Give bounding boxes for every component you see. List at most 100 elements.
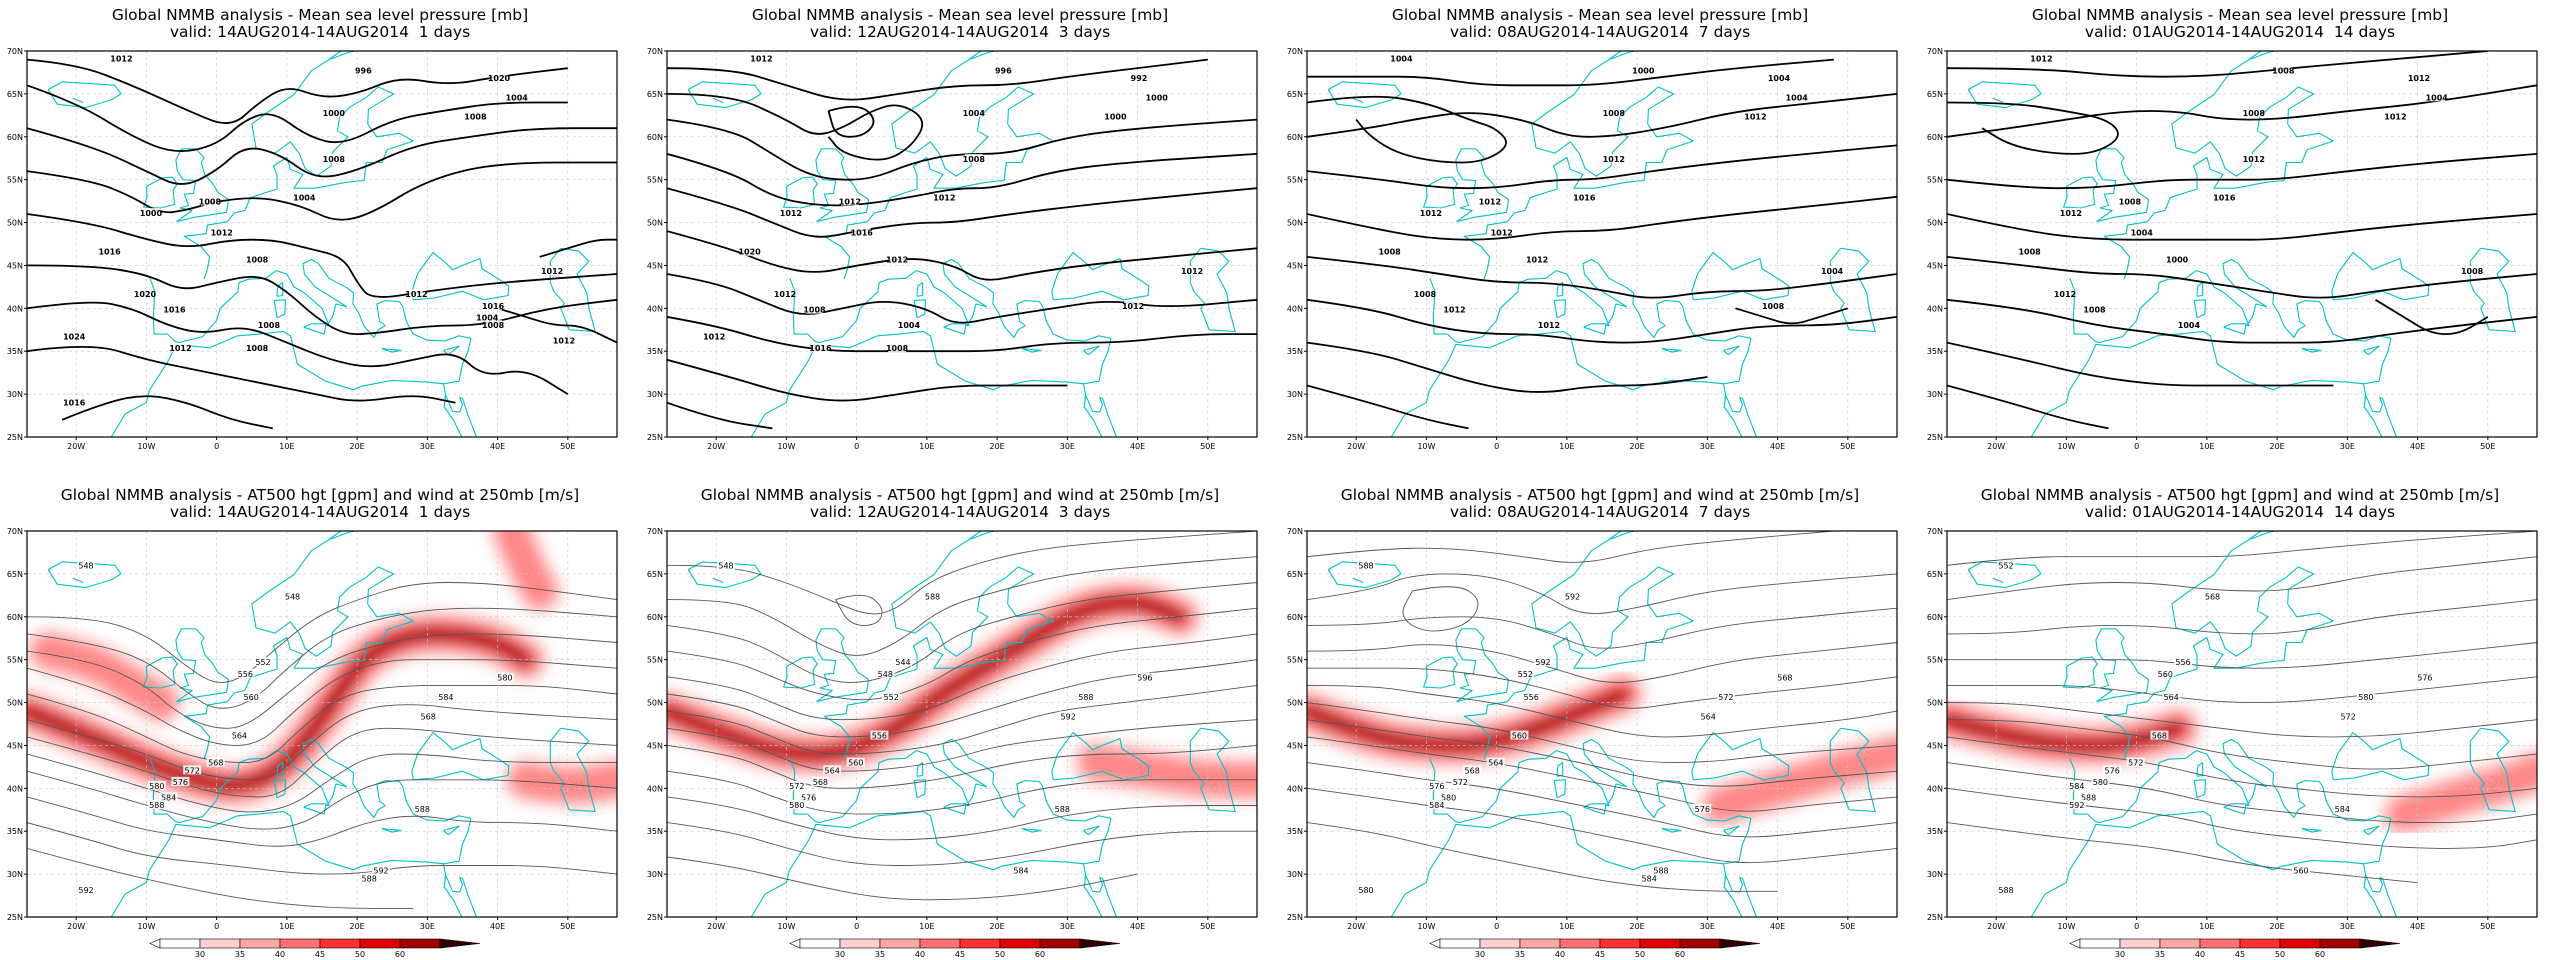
lon-tick-label: 0 xyxy=(1494,922,1499,931)
coastline xyxy=(276,282,284,297)
lat-tick-label: 70N xyxy=(7,527,23,536)
isobar xyxy=(667,58,1208,101)
height-contour xyxy=(27,727,617,798)
height-contour xyxy=(1307,787,1897,864)
lon-tick-label: 20W xyxy=(67,922,85,931)
contour-label-bg xyxy=(1775,672,1794,682)
contour-label-bg xyxy=(1640,873,1659,883)
lon-tick-label: 0 xyxy=(214,442,219,451)
lon-tick-label: 20E xyxy=(1630,442,1645,451)
coastline xyxy=(47,81,122,109)
height-contour xyxy=(27,607,617,709)
contour-label: 544 xyxy=(895,658,910,667)
contour-label: 1012 xyxy=(405,290,427,299)
height-contour xyxy=(27,659,617,746)
lat-tick-label: 40N xyxy=(1927,304,1943,313)
contour-label: 1012 xyxy=(780,209,802,218)
lat-tick-label: 55N xyxy=(7,176,23,185)
colorbar-min-arrow xyxy=(149,938,161,949)
isobar xyxy=(1947,213,2537,241)
contour-label: 1008 xyxy=(2119,198,2142,207)
panel-title: Global NMMB analysis - Mean sea level pr… xyxy=(2031,6,2449,24)
coastline xyxy=(1691,252,1790,301)
contour-label-bg xyxy=(1124,300,1143,310)
panel-z500-7days: Global NMMB analysis - AT500 hgt [gpm] a… xyxy=(1280,480,1920,960)
contour-label: 1012 xyxy=(1744,113,1766,122)
colorbar-swatch xyxy=(2119,938,2161,949)
contour-label-bg xyxy=(2126,757,2145,767)
colorbar-tick-label: 30 xyxy=(1475,950,1485,959)
lat-tick-label: 55N xyxy=(1287,176,1303,185)
coastline xyxy=(916,282,924,297)
colorbar-swatch xyxy=(1599,938,1641,949)
contour-label-bg xyxy=(259,320,278,330)
contour-label-bg xyxy=(923,591,942,601)
contour-label: 1000 xyxy=(323,109,346,118)
lat-tick-label: 65N xyxy=(647,90,663,99)
contour-label: 1004 xyxy=(506,93,529,102)
map-svg: 5485525565605645685725765805845885925485… xyxy=(7,527,618,959)
contour-label-bg xyxy=(490,73,508,83)
map-area: 1012 1008 1012 1004 1008 1012 1012 1016 1012 1008… xyxy=(1947,51,2537,437)
colorbar-min-arrow xyxy=(789,938,801,949)
coastline xyxy=(2196,282,2204,297)
height-contour xyxy=(27,770,617,830)
contour-label: 584 xyxy=(1429,801,1444,810)
colorbar-tick-label: 35 xyxy=(875,950,885,959)
coastline xyxy=(1556,762,1564,777)
contour-label: 1012 xyxy=(1181,267,1203,276)
contour-label-bg xyxy=(466,111,485,121)
contour-label-bg xyxy=(65,397,84,407)
lat-tick-label: 65N xyxy=(1287,90,1303,99)
contour-label: 556 xyxy=(1524,693,1539,702)
map-area: 5525485525565605645685725765805845885925… xyxy=(1307,531,1897,917)
lat-tick-label: 30N xyxy=(1927,390,1943,399)
height-contour xyxy=(1307,531,1834,563)
contour-label-bg xyxy=(2333,803,2352,813)
contour-label: 572 xyxy=(2128,759,2143,768)
contour-label-bg xyxy=(2168,254,2187,264)
lon-tick-label: 20E xyxy=(350,442,365,451)
height-contour xyxy=(667,607,1257,701)
coastline xyxy=(2063,176,2098,209)
colorbar-tick-label: 50 xyxy=(995,950,1005,959)
contour-label: 1020 xyxy=(488,74,511,83)
isobar xyxy=(667,401,773,430)
lat-tick-label: 60N xyxy=(647,133,663,142)
coastline xyxy=(2103,51,2355,280)
colorbar: 30 35 40 45 50 60 xyxy=(1429,938,1761,959)
colorbar-tick-label: 45 xyxy=(315,950,325,959)
contour-label: 1004 xyxy=(1768,74,1791,83)
contour-label: 1016 xyxy=(851,228,874,237)
isobar xyxy=(497,307,617,344)
coastline xyxy=(1051,732,1150,781)
colorbar-tick-label: 35 xyxy=(235,950,245,959)
coastline xyxy=(1829,727,1876,813)
coastline xyxy=(1661,348,1682,353)
coastline xyxy=(1967,561,2042,589)
lat-tick-label: 25N xyxy=(7,913,23,922)
contour-label: 1012 xyxy=(1526,255,1548,264)
coastline xyxy=(273,299,287,319)
contour-label: 548 xyxy=(78,562,93,571)
colorbar-tick-label: 30 xyxy=(835,950,845,959)
lat-tick-label: 70N xyxy=(1927,527,1943,536)
lat-tick-label: 25N xyxy=(1287,913,1303,922)
coastline xyxy=(411,252,510,301)
coastline xyxy=(687,81,762,109)
height-contour xyxy=(1947,702,2537,738)
lat-tick-label: 45N xyxy=(7,261,23,270)
map-area: 1004 1000 1004 1004 1008 1012 1012 1016 1012 1012… xyxy=(1307,51,1897,437)
coastline xyxy=(2363,825,2380,836)
lon-tick-label: 50E xyxy=(1840,442,1855,451)
contour-label: 1008 xyxy=(464,113,487,122)
contour-label-bg xyxy=(1451,776,1470,786)
map-area: 5485525565605645685725765805845885925485… xyxy=(27,531,617,917)
lat-tick-label: 45N xyxy=(647,261,663,270)
contour-label: 1004 xyxy=(898,321,921,330)
coastline xyxy=(143,656,178,689)
jet-streak xyxy=(1947,714,2184,751)
lon-tick-label: 10W xyxy=(777,442,795,451)
contour-label-bg xyxy=(894,657,912,667)
height-contour xyxy=(667,744,1257,789)
